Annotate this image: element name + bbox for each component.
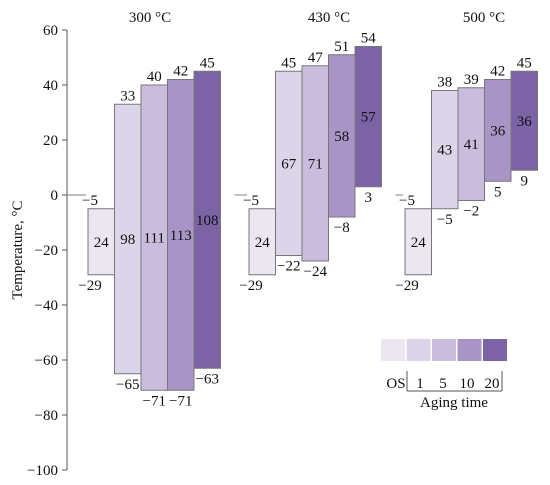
bar-range-label: 113 <box>170 228 192 244</box>
bar-bottom-label: −29 <box>395 278 418 294</box>
group-title: 430 °C <box>308 10 350 26</box>
bar-range-label: 67 <box>281 156 297 172</box>
bar-bottom-label: −22 <box>277 259 300 275</box>
bar-group: 430 °C −5 −29 24 45 −22 67 47 −24 71 51 −8 58 54 3 57 <box>234 10 382 294</box>
bar-range-label: 36 <box>517 114 533 130</box>
bar-bottom-label: −2 <box>463 204 479 220</box>
bar-top-label: −5 <box>399 193 415 209</box>
bar-top-label: 45 <box>517 55 532 71</box>
legend-entry: OS <box>386 376 405 392</box>
bar-range-label: 98 <box>120 232 135 248</box>
bar-bottom-label: −71 <box>169 393 192 409</box>
bar-range-label: 108 <box>196 213 219 229</box>
bar-bottom-label: 5 <box>494 184 502 200</box>
y-tick-label: 40 <box>43 78 58 94</box>
bar-top-label: −5 <box>243 193 259 209</box>
bar-top-label: 40 <box>147 69 162 85</box>
bar-range-label: 36 <box>490 123 506 139</box>
y-tick-label: −60 <box>35 353 58 369</box>
legend-swatch <box>406 339 431 361</box>
y-tick-label: −80 <box>35 408 58 424</box>
bar-bottom-label: −63 <box>196 371 219 387</box>
bar-bottom-label: −71 <box>143 393 166 409</box>
bar-bottom-label: 9 <box>521 173 529 189</box>
range-bar <box>484 79 512 182</box>
range-bar <box>87 208 115 276</box>
bar-top-label: −5 <box>82 193 98 209</box>
bar-range-label: 43 <box>437 143 452 159</box>
bar-top-label: 54 <box>361 31 377 47</box>
bar-top-label: 38 <box>437 75 452 91</box>
bar-top-label: 33 <box>120 88 135 104</box>
y-axis: −100 −80 −60 −40 −20 0 20 40 60 Temperature, °C <box>10 23 68 479</box>
bar-bottom-label: −65 <box>116 377 139 393</box>
bar-range-label: 41 <box>464 137 479 153</box>
legend-swatch <box>457 339 482 361</box>
bar-top-label: 47 <box>308 50 324 66</box>
bar-range-label: 24 <box>94 235 110 251</box>
legend-title: Aging time <box>420 395 488 411</box>
bar-top-label: 51 <box>334 39 349 55</box>
y-axis-title: Temperature, °C <box>10 200 26 299</box>
y-tick-label: 20 <box>43 133 58 149</box>
y-tick-label: 0 <box>51 188 59 204</box>
legend: OS 1 5 10 20 Aging time <box>381 339 507 411</box>
y-tick-label: −40 <box>35 298 58 314</box>
range-bar <box>248 208 276 276</box>
range-bar <box>457 87 485 201</box>
bar-top-label: 42 <box>173 64 188 80</box>
range-bar <box>510 70 538 171</box>
bar-bottom-label: −5 <box>437 212 453 228</box>
y-tick-label: −100 <box>27 463 58 479</box>
bar-top-label: 45 <box>200 55 215 71</box>
range-bar <box>354 46 382 188</box>
range-bar <box>167 79 195 391</box>
range-bar <box>431 90 459 210</box>
legend-entry: 20 <box>485 376 500 392</box>
legend-entry: 5 <box>439 376 447 392</box>
y-tick-label: 60 <box>43 23 58 39</box>
bar-range-label: 71 <box>308 156 323 172</box>
range-bar <box>193 70 221 369</box>
group-title: 300 °C <box>129 10 171 26</box>
bar-range-label: 111 <box>144 231 165 247</box>
bar-top-label: 39 <box>464 72 479 88</box>
bar-range-label: 58 <box>334 129 349 145</box>
legend-entry: 1 <box>416 376 424 392</box>
bar-group: 300 °C −5 −29 24 33 −65 98 40 −71 111 42 −71 113 45 −6… <box>67 10 221 409</box>
bar-top-label: 45 <box>281 55 296 71</box>
range-bar <box>275 70 303 256</box>
legend-entry: 10 <box>460 376 475 392</box>
bar-bottom-label: 3 <box>365 190 373 206</box>
bar-range-label: 24 <box>255 235 271 251</box>
bar-group: 500 °C −5 −29 24 38 −5 43 39 −2 41 42 5 36 45 9 36 <box>395 10 538 294</box>
bar-bottom-label: −24 <box>304 264 328 280</box>
bar-top-label: 42 <box>490 64 505 80</box>
legend-swatch <box>432 339 456 361</box>
group-title: 500 °C <box>463 10 505 26</box>
range-bar <box>114 103 142 375</box>
bar-bottom-label: −8 <box>334 220 350 236</box>
legend-swatch <box>483 339 507 361</box>
bar-range-label: 24 <box>411 235 427 251</box>
legend-swatch <box>381 339 405 361</box>
bar-groups: 300 °C−5−292433−659840−7111142−7111345−6… <box>67 10 538 409</box>
bar-bottom-label: −29 <box>78 278 101 294</box>
bar-bottom-label: −29 <box>239 278 262 294</box>
y-tick-label: −20 <box>35 243 58 259</box>
range-bar <box>404 208 432 276</box>
bar-range-label: 57 <box>361 110 377 126</box>
